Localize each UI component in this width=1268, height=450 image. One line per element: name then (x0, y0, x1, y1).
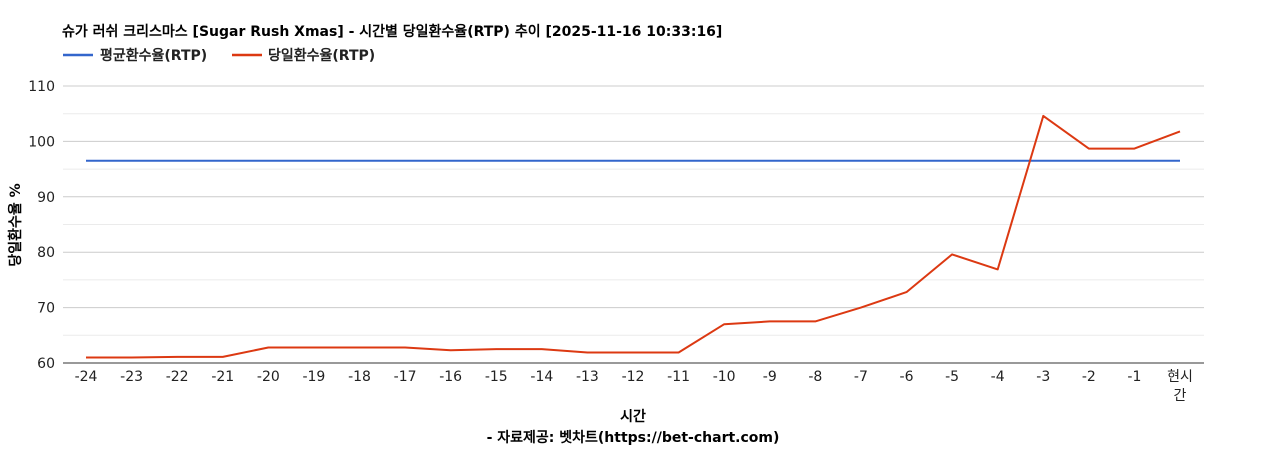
data-source-note: - 자료제공: 벳차트(https://bet-chart.com) (487, 429, 780, 446)
chart-title: 슈가 러쉬 크리스마스 [Sugar Rush Xmas] - 시간별 당일환수… (62, 23, 722, 40)
x-tick-label: 현시 간 (1167, 369, 1193, 404)
legend: 평균환수율(RTP) 당일환수율(RTP) (63, 47, 375, 64)
x-tick-label: -18 (348, 369, 371, 385)
y-tick-label: 80 (37, 245, 55, 261)
x-tick-label: -12 (622, 369, 645, 385)
y-tick-label: 60 (37, 356, 55, 372)
y-tick-label: 70 (37, 301, 55, 317)
x-tick-label: -4 (991, 369, 1005, 385)
series-lines (86, 114, 1181, 359)
x-tick-label: -13 (576, 369, 599, 385)
x-tick-label: -22 (166, 369, 189, 385)
legend-label-daily: 당일환수율(RTP) (268, 47, 375, 64)
x-tick-label: -19 (302, 369, 325, 385)
x-tick-label: -8 (808, 369, 822, 385)
series-line-daily-rtp (86, 114, 1181, 359)
x-tick-label: -20 (257, 369, 280, 385)
x-tick-label: -5 (945, 369, 959, 385)
gridlines (63, 85, 1204, 364)
y-axis-title: 당일환수율 % (7, 183, 24, 266)
x-tick-label: -16 (439, 369, 462, 385)
legend-label-average: 평균환수율(RTP) (100, 47, 207, 64)
x-axis-ticks: -24 -23 -22 -21 -20 -19 -18 -17 -16 -15 -14 -13 -12 -… (75, 369, 1193, 404)
x-tick-label: -10 (713, 369, 736, 385)
x-tick-label: -7 (854, 369, 868, 385)
x-tick-label: -17 (394, 369, 417, 385)
x-axis-title: 시간 (620, 408, 646, 425)
x-tick-label: -11 (667, 369, 690, 385)
x-tick-label: -1 (1127, 369, 1141, 385)
x-tick-label: -2 (1082, 369, 1096, 385)
x-tick-label: -14 (530, 369, 553, 385)
y-axis-ticks: 60 70 80 90 100 110 (28, 79, 55, 372)
y-tick-label: 100 (28, 134, 55, 150)
x-tick-label: -9 (763, 369, 777, 385)
x-tick-label: -23 (120, 369, 143, 385)
y-tick-label: 90 (37, 190, 55, 206)
x-tick-label: -24 (75, 369, 98, 385)
x-tick-label: -15 (485, 369, 508, 385)
y-tick-label: 110 (28, 79, 55, 95)
x-tick-label: -3 (1036, 369, 1050, 385)
x-tick-label: -6 (900, 369, 914, 385)
x-tick-label: -21 (211, 369, 234, 385)
